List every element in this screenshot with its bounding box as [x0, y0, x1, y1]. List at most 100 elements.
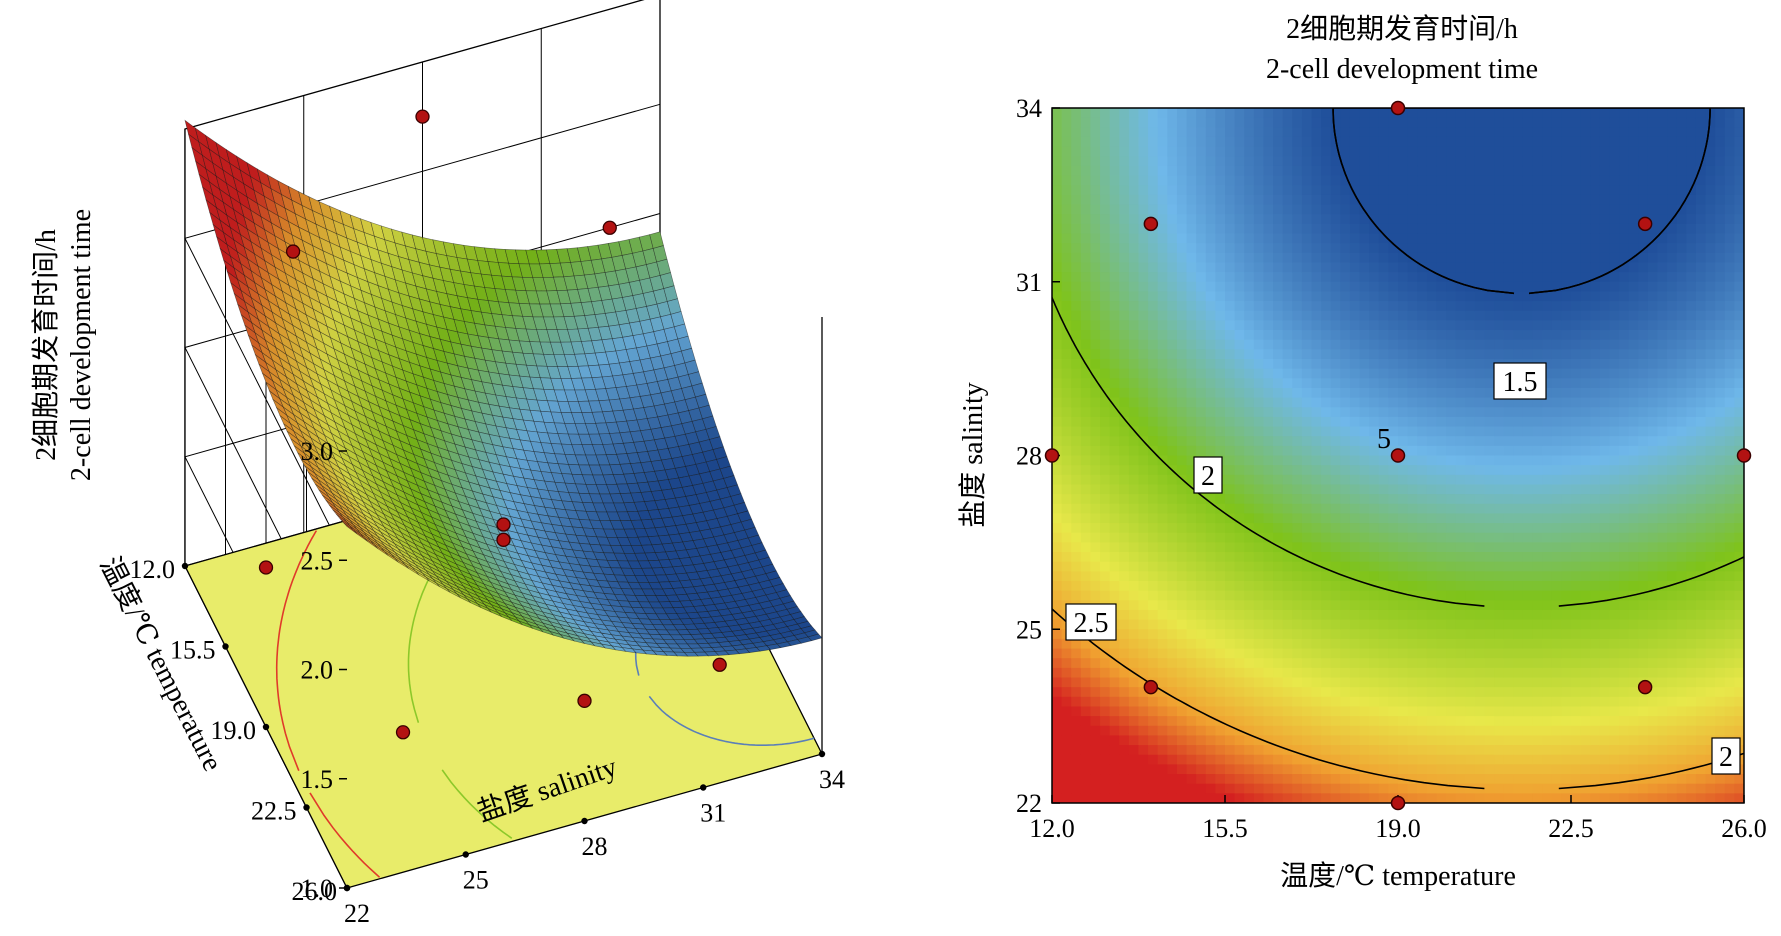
heatmap-cell	[1292, 252, 1303, 264]
heatmap-cell	[1234, 696, 1245, 708]
heatmap-cell	[1234, 281, 1245, 292]
heatmap-cell	[1340, 745, 1351, 756]
heatmap-cell	[1340, 725, 1351, 737]
heatmap-cell	[1369, 687, 1380, 698]
heatmap-cell	[1378, 108, 1389, 119]
heatmap-cell	[1369, 185, 1380, 196]
heatmap-cell	[1263, 474, 1274, 486]
heatmap-cell	[1253, 407, 1265, 418]
heatmap-cell	[1378, 252, 1389, 264]
heatmap-cell	[1263, 117, 1274, 128]
heatmap-cell	[1080, 677, 1092, 688]
heatmap-cell	[1196, 416, 1207, 428]
heatmap-cell	[1080, 571, 1092, 582]
x-tick-mark	[462, 851, 469, 858]
heatmap-cell	[1119, 339, 1130, 350]
heatmap-cell	[1119, 262, 1130, 273]
heatmap-cell	[1186, 233, 1197, 244]
heatmap-cell	[1359, 735, 1370, 746]
heatmap-cell	[1205, 349, 1216, 360]
heatmap-cell	[1253, 165, 1265, 177]
heatmap-cell	[1080, 223, 1092, 235]
heatmap-cell	[1417, 117, 1428, 128]
heatmap-cell	[1388, 436, 1399, 447]
heatmap-cell	[1225, 745, 1236, 756]
heatmap-cell	[1205, 262, 1216, 273]
heatmap-cell	[1100, 223, 1111, 235]
heatmap-cell	[1186, 638, 1197, 650]
heatmap-cell	[1109, 436, 1120, 447]
heatmap-cell	[1282, 658, 1293, 669]
heatmap-cell	[1196, 735, 1207, 746]
heatmap-cell	[1071, 272, 1082, 283]
heatmap-cell	[1398, 281, 1409, 292]
heatmap-cell	[1369, 136, 1380, 148]
heatmap-cell	[1128, 339, 1140, 350]
heatmap-cell	[1090, 339, 1101, 350]
heatmap-cell	[1244, 165, 1255, 177]
heatmap-cell	[1407, 706, 1418, 717]
heatmap-cell	[1340, 156, 1351, 167]
heatmap-cell	[1196, 725, 1207, 737]
heatmap-cell	[1263, 136, 1274, 148]
heatmap-cell	[1176, 243, 1188, 254]
heatmap-cell	[1417, 571, 1428, 582]
heatmap-cell	[1119, 552, 1130, 563]
heatmap-cell	[1282, 397, 1293, 408]
heatmap-cell	[1157, 648, 1168, 659]
heatmap-cell	[1071, 117, 1082, 128]
heatmap-cell	[1349, 136, 1361, 148]
heatmap-cell	[1052, 204, 1063, 215]
heatmap-cell	[1282, 262, 1293, 273]
heatmap-cell	[1292, 416, 1303, 428]
heatmap-cell	[1253, 378, 1265, 389]
heatmap-cell	[1407, 696, 1418, 708]
heatmap-cell	[1417, 793, 1428, 803]
heatmap-cell	[1321, 426, 1332, 437]
heatmap-cell	[1398, 494, 1409, 505]
heatmap-cell	[1273, 214, 1284, 225]
heatmap-cell	[1340, 465, 1351, 476]
heatmap-cell	[1109, 165, 1120, 177]
heatmap-cell	[1253, 542, 1265, 553]
heatmap-cell	[1186, 223, 1197, 235]
heatmap-cell	[1176, 503, 1188, 515]
heatmap-cell	[1388, 368, 1399, 379]
heatmap-cell	[1234, 378, 1245, 389]
heatmap-cell	[1244, 368, 1255, 379]
heatmap-cell	[1215, 513, 1226, 524]
heatmap-cell	[1138, 291, 1149, 302]
heatmap-cell	[1253, 667, 1265, 679]
heatmap-cell	[1148, 117, 1159, 128]
heatmap-cell	[1417, 667, 1428, 679]
heatmap-cell	[1071, 358, 1082, 370]
heatmap-cell	[1090, 745, 1101, 756]
heatmap-cell	[1090, 243, 1101, 254]
heatmap-cell	[1321, 474, 1332, 486]
heatmap-cell	[1292, 204, 1303, 215]
heatmap-cell	[1359, 272, 1370, 283]
heatmap-cell	[1263, 571, 1274, 582]
heatmap-cell	[1321, 281, 1332, 292]
heatmap-cell	[1157, 108, 1168, 119]
heatmap-cell	[1282, 194, 1293, 206]
heatmap-cell	[1330, 774, 1341, 785]
heatmap-cell	[1148, 619, 1159, 630]
heatmap-cell	[1417, 175, 1428, 186]
heatmap-cell	[1407, 368, 1418, 379]
heatmap-cell	[1157, 339, 1168, 350]
heatmap-cell	[1398, 754, 1409, 765]
heatmap-cell	[1196, 339, 1207, 350]
heatmap-cell	[1167, 185, 1178, 196]
heatmap-cell	[1071, 725, 1082, 737]
heatmap-cell	[1282, 494, 1293, 505]
heatmap-cell	[1138, 165, 1149, 177]
heatmap-cell	[1330, 523, 1341, 534]
heatmap-cell	[1330, 146, 1341, 157]
heatmap-cell	[1369, 349, 1380, 360]
heatmap-cell	[1292, 127, 1303, 138]
heatmap-cell	[1128, 291, 1140, 302]
heatmap-cell	[1109, 127, 1120, 138]
heatmap-cell	[1215, 774, 1226, 785]
heatmap-cell	[1359, 600, 1370, 611]
